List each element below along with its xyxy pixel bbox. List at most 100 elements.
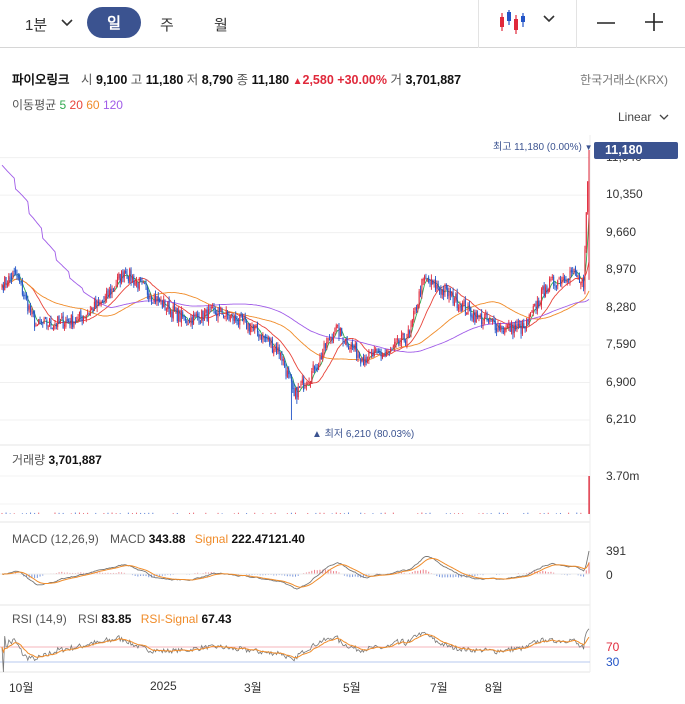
plus-icon[interactable] [644, 12, 664, 32]
candle-body [297, 386, 299, 398]
candle-body [197, 313, 199, 318]
volume-bar [21, 513, 23, 514]
scale-select[interactable]: Linear [618, 110, 669, 124]
macd-histogram-bar [411, 572, 413, 575]
high-label: 고 [130, 73, 143, 87]
candle-body [112, 288, 114, 290]
volume-bar [25, 513, 27, 514]
candle-body [246, 319, 248, 330]
candle-body [422, 279, 424, 281]
tab-week[interactable]: 주 [160, 14, 174, 35]
candle-body [244, 316, 246, 319]
tab-month-label: 월 [214, 17, 228, 34]
volume-bar [462, 513, 464, 514]
macd-histogram-bar [335, 571, 337, 575]
tab-day[interactable]: 일 [87, 7, 141, 38]
ma-legend[interactable]: 이동평균 5 20 60 120 [12, 96, 123, 113]
volume-bar [107, 512, 109, 514]
candle-body [554, 284, 556, 287]
candle-body [485, 314, 487, 316]
candle-body [339, 328, 341, 336]
candle-body [221, 309, 223, 315]
volume-bar [559, 512, 561, 514]
candle-body [35, 325, 37, 327]
candle-body [481, 313, 483, 325]
macd-histogram-bar [80, 572, 82, 575]
candle-body [411, 319, 413, 327]
tab-month[interactable]: 월 [214, 14, 228, 35]
volume-bar [421, 512, 423, 514]
candlestick-type-icon[interactable] [498, 9, 526, 35]
candle-body [299, 386, 301, 388]
interval-select[interactable]: 1분 [25, 14, 47, 35]
macd-histogram-bar [458, 574, 460, 578]
current-price-badge: 11,180 [594, 142, 678, 159]
macd-histogram-bar [449, 574, 451, 578]
candle-body [524, 328, 526, 330]
candle-body [458, 307, 460, 310]
candle-body [250, 326, 252, 333]
quote-summary: 파이오링크 시 9,100 고 11,180 저 8,790 종 11,180 … [12, 69, 461, 88]
candle-body [496, 328, 498, 332]
candle-body [588, 150, 590, 263]
macd-histogram-bar [585, 570, 587, 575]
candle-body [65, 320, 67, 327]
macd-histogram-bar [292, 574, 294, 577]
candle-body [93, 301, 95, 311]
candle-body [6, 284, 8, 287]
candle-body [83, 316, 85, 321]
candle-body [140, 279, 142, 281]
candle-body [59, 318, 61, 321]
rsi-params: RSI (14,9) [12, 612, 67, 626]
candle-body [462, 302, 464, 311]
toolbar-divider [478, 0, 479, 48]
macd-histogram-bar [251, 574, 253, 576]
candle-body [222, 314, 224, 318]
candle-body [259, 335, 261, 337]
candle-body [566, 280, 568, 283]
candle-body [551, 276, 553, 278]
candle-body [16, 274, 18, 277]
candle-body [212, 307, 214, 309]
candle-body [399, 342, 401, 344]
candle-body [210, 306, 212, 309]
minus-icon[interactable] [596, 13, 616, 33]
macd-histogram-bar [539, 571, 541, 575]
candle-body [288, 368, 290, 375]
candle-body [504, 328, 506, 334]
macd-histogram-bar [281, 574, 283, 576]
candle-body [15, 269, 17, 274]
candle-body [316, 368, 318, 370]
candle-body [214, 311, 216, 315]
macd-histogram-bar [577, 574, 579, 576]
moving-average-lines [1, 164, 590, 393]
volume-bar [319, 512, 321, 514]
macd-histogram-bar [118, 572, 120, 575]
chevron-down-icon[interactable] [61, 18, 73, 28]
candle-body [365, 357, 367, 364]
candle-body [278, 347, 280, 355]
candle-body [292, 380, 294, 390]
candle-body [472, 312, 475, 320]
candle-body [494, 320, 496, 331]
candle-body [66, 319, 68, 322]
candle-body [95, 300, 97, 308]
candle-body [498, 325, 500, 330]
volume-bar [237, 512, 239, 514]
chevron-down-icon[interactable] [543, 14, 555, 24]
candle-body [343, 342, 345, 344]
volume-bar [295, 512, 296, 514]
macd-histogram-bar [536, 571, 538, 575]
up-arrow-icon: ▲ [292, 76, 303, 87]
candle-body [387, 349, 389, 352]
candle-body [4, 276, 6, 291]
candle-body [282, 359, 284, 362]
candle-body [153, 295, 155, 303]
volume-bar [478, 513, 480, 514]
candle-body [1, 284, 3, 287]
candle-body [119, 274, 121, 283]
volume-bar [547, 512, 549, 514]
candle-body [364, 358, 366, 366]
candle-body [61, 316, 63, 319]
